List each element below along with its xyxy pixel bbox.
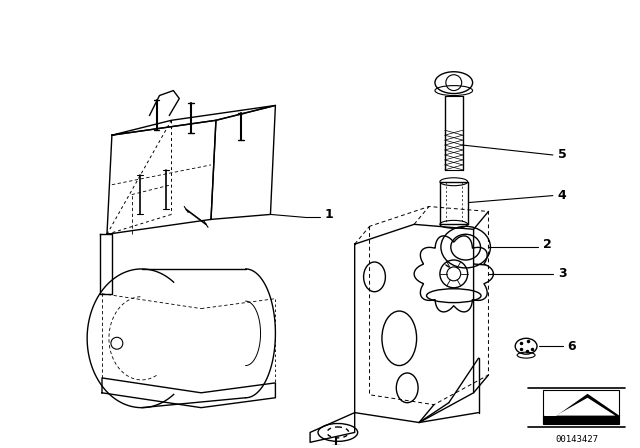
Text: 4: 4 <box>558 189 566 202</box>
Text: 2: 2 <box>543 237 552 251</box>
Polygon shape <box>543 416 620 423</box>
Text: 1: 1 <box>325 208 333 221</box>
Polygon shape <box>543 394 620 423</box>
Text: 6: 6 <box>568 340 577 353</box>
Polygon shape <box>556 398 615 416</box>
Text: 5: 5 <box>558 148 566 161</box>
Text: 00143427: 00143427 <box>555 435 598 444</box>
Polygon shape <box>543 390 620 423</box>
Text: 3: 3 <box>558 267 566 280</box>
